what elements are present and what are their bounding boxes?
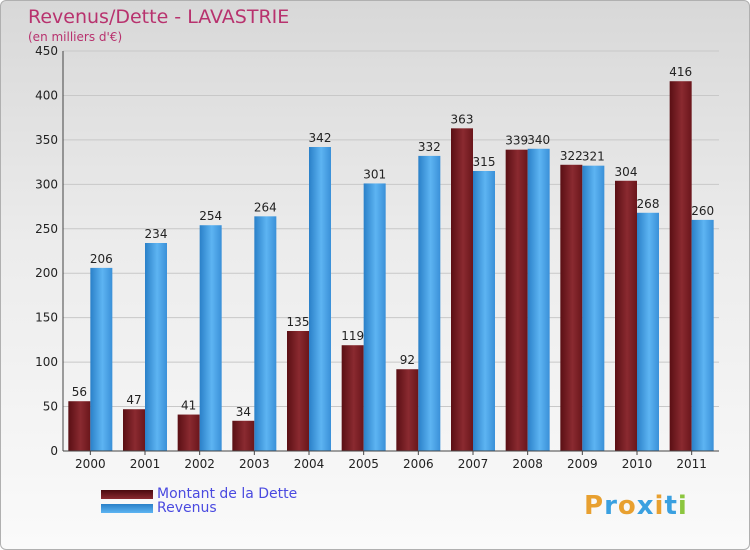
logo-letter: i [654,491,665,521]
bar-revenus-2010 [637,212,659,451]
x-tick-label: 2005 [348,457,379,471]
label-dette-2010: 304 [615,165,638,179]
bar-dette-2002 [177,414,200,451]
label-revenus-2001: 234 [145,227,168,241]
x-tick-label: 2002 [184,457,215,471]
x-tick-label: 2004 [294,457,325,471]
label-dette-2005: 119 [341,329,364,343]
bar-revenus-2005 [363,183,386,451]
bar-revenus-2003 [254,216,277,451]
y-tick-label: 150 [35,311,58,325]
x-tick-label: 2000 [75,457,106,471]
legend-item-dette: Montant de la Dette [101,486,298,502]
legend: Montant de la Dette Revenus [101,486,298,516]
y-tick-label: 400 [35,88,58,102]
bar-dette-2005 [341,345,364,451]
x-tick-label: 2001 [130,457,161,471]
bar-dette-2010 [615,180,637,451]
logo-letter: r [604,491,618,521]
label-revenus-2004: 342 [309,131,332,145]
y-tick-label: 0 [50,444,58,458]
bar-dette-2007 [451,128,473,451]
bar-dette-2008 [505,149,528,451]
logo-letter: x [636,491,655,521]
bar-dette-2009 [560,164,583,451]
bar-revenus-2001 [145,243,167,451]
chart-subtitle: (en milliers d'€) [28,30,123,44]
label-revenus-2003: 264 [254,200,277,214]
label-dette-2006: 92 [400,353,415,367]
y-tick-label: 300 [35,177,58,191]
label-dette-2003: 34 [236,405,251,419]
bar-dette-2001 [123,409,145,451]
bar-dette-2003 [232,420,255,451]
label-revenus-2011: 260 [691,204,714,218]
legend-swatch-dette [101,489,153,499]
bar-revenus-2004 [309,147,331,451]
label-revenus-2005: 301 [363,167,386,181]
label-revenus-2010: 268 [637,197,660,211]
label-dette-2007: 363 [451,112,474,126]
bar-revenus-2009 [582,165,605,451]
x-tick-label: 2007 [458,457,489,471]
logo-letter: P [584,491,605,521]
legend-label-dette: Montant de la Dette [157,486,298,502]
x-tick-label: 2010 [622,457,653,471]
label-revenus-2008: 340 [527,133,550,147]
y-tick-label: 200 [35,266,58,280]
label-revenus-2007: 315 [473,155,496,169]
logo-letter: o [617,491,637,521]
bar-dette-2011 [669,81,692,451]
label-revenus-2006: 332 [418,140,441,154]
y-tick-label: 350 [35,133,58,147]
x-tick-label: 2006 [403,457,434,471]
label-revenus-2000: 206 [90,252,113,266]
label-dette-2001: 47 [126,393,141,407]
logo-letter: t [664,491,678,521]
label-dette-2002: 41 [181,399,196,413]
x-tick-label: 2008 [512,457,543,471]
bar-revenus-2008 [527,148,550,451]
y-tick-label: 450 [35,44,58,58]
y-tick-label: 250 [35,222,58,236]
label-dette-2011: 416 [669,65,692,79]
x-tick-label: 2011 [676,457,707,471]
chart-title: Revenus/Dette - LAVASTRIE [28,6,290,28]
label-dette-2009: 322 [560,149,583,163]
legend-label-revenus: Revenus [157,500,217,516]
bar-revenus-2007 [473,171,495,451]
x-tick-label: 2009 [567,457,598,471]
bar-revenus-2002 [199,225,222,451]
y-tick-label: 50 [43,400,58,414]
bar-dette-2006 [396,369,419,451]
legend-item-revenus: Revenus [101,500,297,516]
bar-dette-2000 [68,401,91,451]
y-tick-label: 100 [35,355,58,369]
bar-revenus-2011 [691,219,714,451]
bar-revenus-2000 [90,267,113,451]
proxiti-logo: Proxiti [584,491,688,521]
bar-dette-2004 [287,331,309,451]
label-dette-2008: 339 [505,134,528,148]
label-dette-2004: 135 [287,315,310,329]
label-revenus-2002: 254 [199,209,222,223]
legend-swatch-revenus [101,503,153,513]
logo-letter: i [677,491,688,521]
bar-revenus-2006 [418,155,441,451]
label-dette-2000: 56 [72,385,87,399]
x-tick-label: 2003 [239,457,270,471]
label-revenus-2009: 321 [582,150,605,164]
